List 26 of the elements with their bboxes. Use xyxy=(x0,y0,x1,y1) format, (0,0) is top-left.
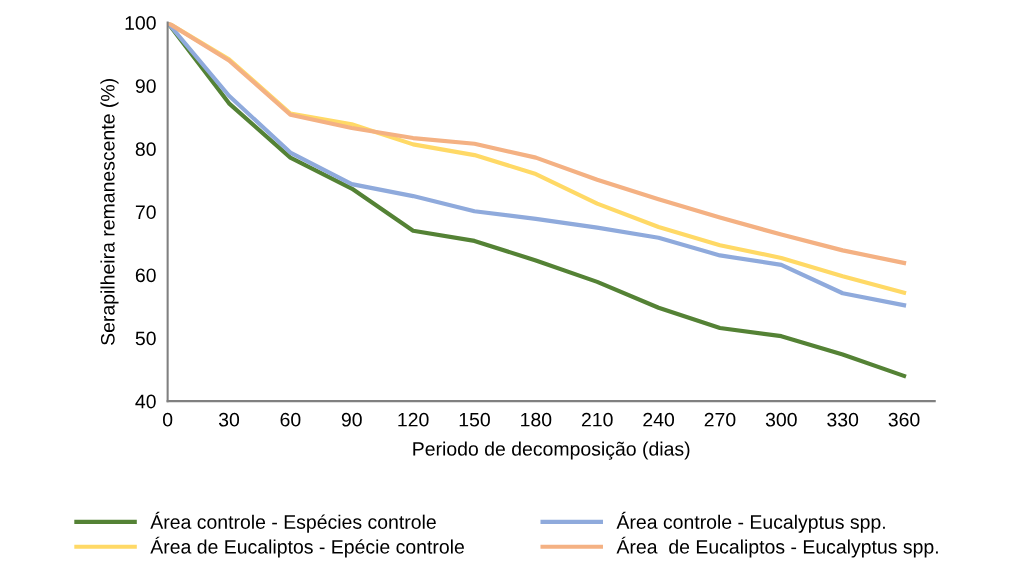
y-tick-label: 90 xyxy=(135,79,156,93)
x-tick-label: 180 xyxy=(521,412,552,427)
x-tick-label: 150 xyxy=(459,412,490,427)
x-tick-label: 60 xyxy=(280,412,301,427)
y-tick-label: 100 xyxy=(125,16,156,30)
x-tick-label: 330 xyxy=(827,412,859,427)
y-tick-label: 40 xyxy=(135,394,156,409)
x-tick-label: 240 xyxy=(643,412,675,427)
y-tick-label: 70 xyxy=(135,205,156,220)
x-tick-label: 360 xyxy=(888,412,920,427)
x-tick-label: 300 xyxy=(765,412,797,427)
legend-label: Área controle - Eucalyptus spp. xyxy=(616,511,885,533)
x-tick-label: 120 xyxy=(398,412,429,427)
y-tick-label: 60 xyxy=(135,268,156,283)
y-tick-label: 50 xyxy=(135,331,156,346)
y-axis-title: Serapilheira remanescente (%) xyxy=(100,79,119,345)
x-tick-label: 270 xyxy=(704,412,736,427)
x-axis-title: Periodo de decomposição (dias) xyxy=(413,441,690,460)
x-tick-label: 210 xyxy=(581,412,613,427)
x-tick-label: 30 xyxy=(218,412,240,427)
y-tick-label: 80 xyxy=(135,142,156,157)
legend-label: Área de Eucaliptos - Eucalyptus spp. xyxy=(616,536,938,558)
x-tick-label: 90 xyxy=(341,412,362,427)
legend-label: Área de Eucaliptos - Epécie controle xyxy=(150,536,464,558)
legend-label: Área controle - Espécies controle xyxy=(150,511,436,533)
x-tick-label: 0 xyxy=(162,412,173,427)
